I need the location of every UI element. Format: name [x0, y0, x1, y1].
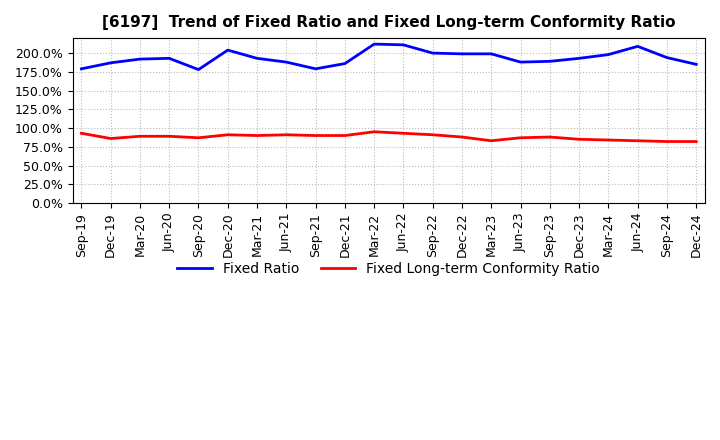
Fixed Long-term Conformity Ratio: [77, 131, 86, 136]
Fixed Long-term Conformity Ratio: [341, 133, 349, 138]
Fixed Ratio: [311, 66, 320, 71]
Fixed Long-term Conformity Ratio: [194, 135, 203, 140]
Fixed Ratio: [516, 59, 525, 65]
Fixed Long-term Conformity Ratio: [487, 138, 495, 143]
Fixed Ratio: [546, 59, 554, 64]
Fixed Long-term Conformity Ratio: [282, 132, 291, 137]
Fixed Long-term Conformity Ratio: [662, 139, 671, 144]
Fixed Long-term Conformity Ratio: [311, 133, 320, 138]
Line: Fixed Ratio: Fixed Ratio: [81, 44, 696, 70]
Fixed Ratio: [575, 56, 583, 61]
Fixed Long-term Conformity Ratio: [399, 131, 408, 136]
Fixed Ratio: [77, 66, 86, 71]
Fixed Long-term Conformity Ratio: [253, 133, 261, 138]
Fixed Ratio: [370, 41, 379, 47]
Legend: Fixed Ratio, Fixed Long-term Conformity Ratio: Fixed Ratio, Fixed Long-term Conformity …: [172, 257, 606, 282]
Fixed Ratio: [223, 48, 232, 53]
Fixed Ratio: [487, 51, 495, 56]
Title: [6197]  Trend of Fixed Ratio and Fixed Long-term Conformity Ratio: [6197] Trend of Fixed Ratio and Fixed Lo…: [102, 15, 675, 30]
Fixed Long-term Conformity Ratio: [165, 134, 174, 139]
Fixed Ratio: [253, 56, 261, 61]
Fixed Ratio: [428, 51, 437, 56]
Fixed Long-term Conformity Ratio: [107, 136, 115, 141]
Fixed Long-term Conformity Ratio: [223, 132, 232, 137]
Fixed Long-term Conformity Ratio: [546, 134, 554, 139]
Fixed Long-term Conformity Ratio: [458, 134, 467, 139]
Fixed Ratio: [165, 56, 174, 61]
Fixed Ratio: [341, 61, 349, 66]
Fixed Ratio: [604, 52, 613, 57]
Fixed Ratio: [194, 67, 203, 72]
Line: Fixed Long-term Conformity Ratio: Fixed Long-term Conformity Ratio: [81, 132, 696, 142]
Fixed Long-term Conformity Ratio: [516, 135, 525, 140]
Fixed Ratio: [135, 56, 144, 62]
Fixed Ratio: [662, 55, 671, 60]
Fixed Long-term Conformity Ratio: [135, 134, 144, 139]
Fixed Ratio: [692, 62, 701, 67]
Fixed Long-term Conformity Ratio: [370, 129, 379, 135]
Fixed Ratio: [399, 42, 408, 48]
Fixed Long-term Conformity Ratio: [634, 138, 642, 143]
Fixed Ratio: [458, 51, 467, 56]
Fixed Long-term Conformity Ratio: [692, 139, 701, 144]
Fixed Long-term Conformity Ratio: [604, 137, 613, 143]
Fixed Ratio: [634, 44, 642, 49]
Fixed Ratio: [282, 59, 291, 65]
Fixed Ratio: [107, 60, 115, 66]
Fixed Long-term Conformity Ratio: [428, 132, 437, 137]
Fixed Long-term Conformity Ratio: [575, 137, 583, 142]
